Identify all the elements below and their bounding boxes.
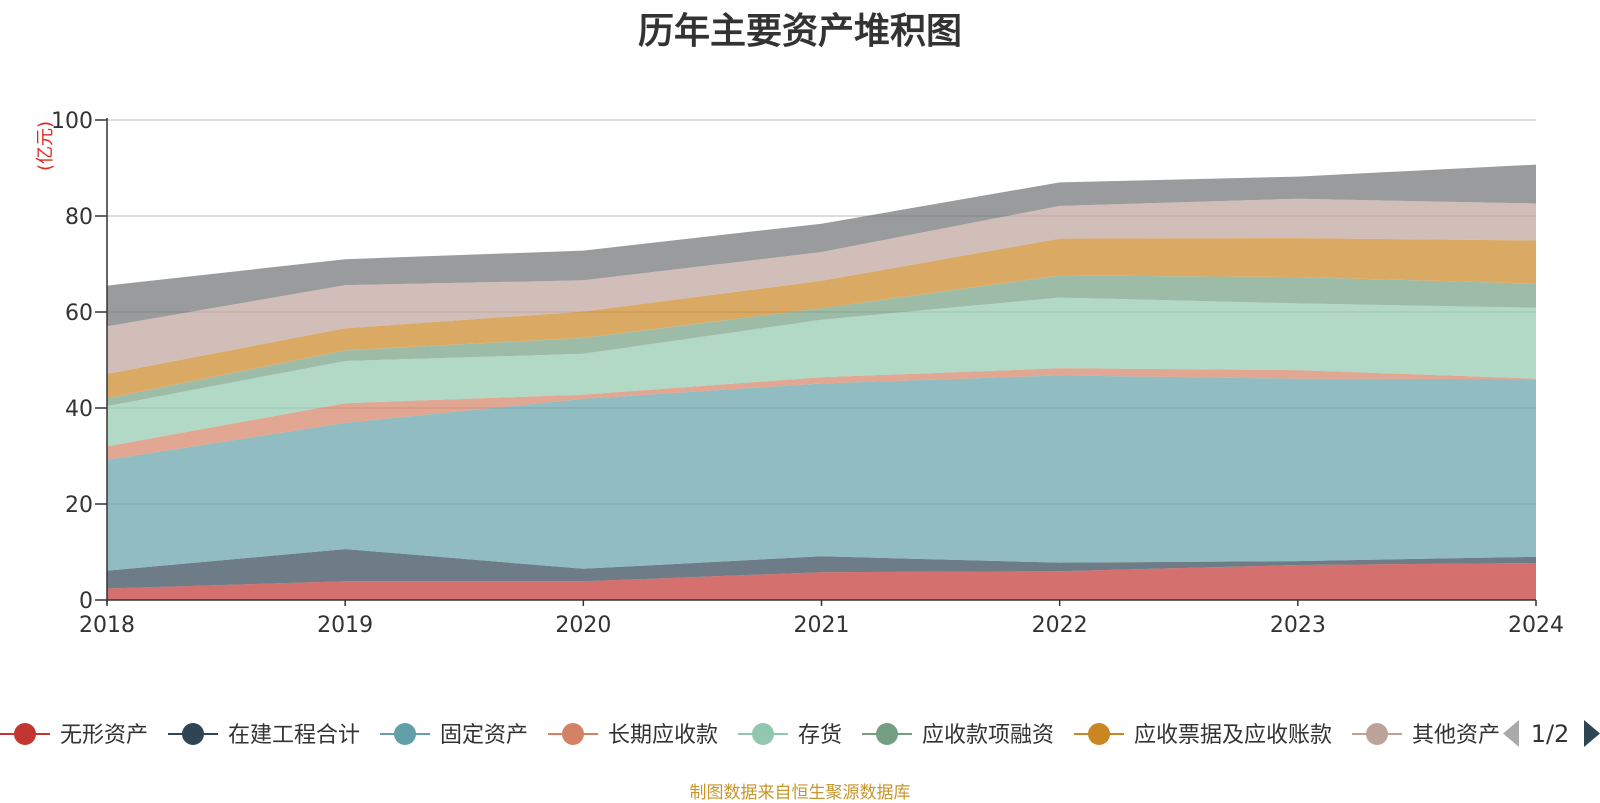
area-series	[107, 238, 1536, 399]
area-series	[107, 275, 1536, 407]
x-tick-label: 2024	[1508, 613, 1564, 638]
legend-next-icon[interactable]	[1584, 720, 1600, 747]
legend-marker-icon	[182, 723, 205, 745]
chart-title: 历年主要资产堆积图	[637, 11, 962, 52]
area-series	[107, 563, 1536, 600]
legend-label: 存货	[798, 723, 842, 748]
area-series	[107, 368, 1536, 460]
y-tick-label: 0	[79, 589, 93, 614]
legend-item[interactable]: 无形资产	[0, 723, 148, 748]
legend-marker-icon	[752, 723, 775, 745]
legend-label: 其他资产	[1412, 723, 1500, 748]
legend-label: 长期应收款	[608, 723, 718, 748]
legend-marker-icon	[1088, 723, 1111, 745]
legend-item[interactable]: 存货	[738, 723, 842, 748]
legend-marker-icon	[1366, 723, 1389, 745]
x-tick-label: 2022	[1032, 613, 1088, 638]
legend-item[interactable]: 应收款项融资	[862, 723, 1054, 748]
x-tick-label: 2021	[794, 613, 850, 638]
x-tick-label: 2019	[317, 613, 373, 638]
legend-label: 应收款项融资	[922, 723, 1054, 748]
legend-marker-icon	[562, 723, 585, 745]
legend-label: 固定资产	[440, 723, 528, 748]
legend-marker-icon	[876, 723, 899, 745]
area-series	[107, 549, 1536, 589]
y-tick-label: 80	[65, 205, 93, 230]
legend-label: 在建工程合计	[228, 723, 360, 748]
legend-label: 无形资产	[60, 723, 148, 748]
y-tick-label: 20	[65, 493, 93, 518]
legend-pager: 1/2	[1503, 720, 1600, 748]
source-note: 制图数据来自恒生聚源数据库	[689, 783, 911, 803]
y-unit-label: (亿元)	[35, 121, 56, 171]
y-tick-label: 40	[65, 397, 93, 422]
y-ticks: 0 20 40 60 80 100	[51, 109, 107, 614]
legend-item[interactable]: 固定资产	[380, 723, 528, 748]
y-tick-label: 100	[51, 109, 93, 134]
legend-item[interactable]: 其他资产	[1352, 723, 1500, 748]
area-series	[107, 198, 1536, 374]
legend-item[interactable]: 长期应收款	[548, 723, 718, 748]
legend-prev-icon[interactable]	[1503, 720, 1519, 747]
legend-item[interactable]: 在建工程合计	[168, 723, 360, 748]
x-tick-label: 2023	[1270, 613, 1326, 638]
area-series	[107, 297, 1536, 447]
x-ticks: 2018 2019 2020 2021 2022 2023 2024	[79, 600, 1564, 638]
area-series	[107, 375, 1536, 571]
legend-marker-icon	[14, 723, 36, 745]
legend-page-indicator: 1/2	[1531, 720, 1570, 748]
x-tick-label: 2020	[555, 613, 611, 638]
legend-item[interactable]: 应收票据及应收账款	[1074, 723, 1332, 748]
legend-label: 应收票据及应收账款	[1134, 723, 1332, 748]
legend[interactable]: 无形资产 在建工程合计 固定资产 长期应收款 存货 应收款项融资 应收票据及应收账款 其他资产	[0, 723, 1500, 748]
legend-marker-icon	[394, 723, 417, 745]
x-tick-label: 2018	[79, 613, 135, 638]
y-tick-label: 60	[65, 301, 93, 326]
stacked-areas	[107, 164, 1536, 600]
area-series	[107, 164, 1536, 327]
